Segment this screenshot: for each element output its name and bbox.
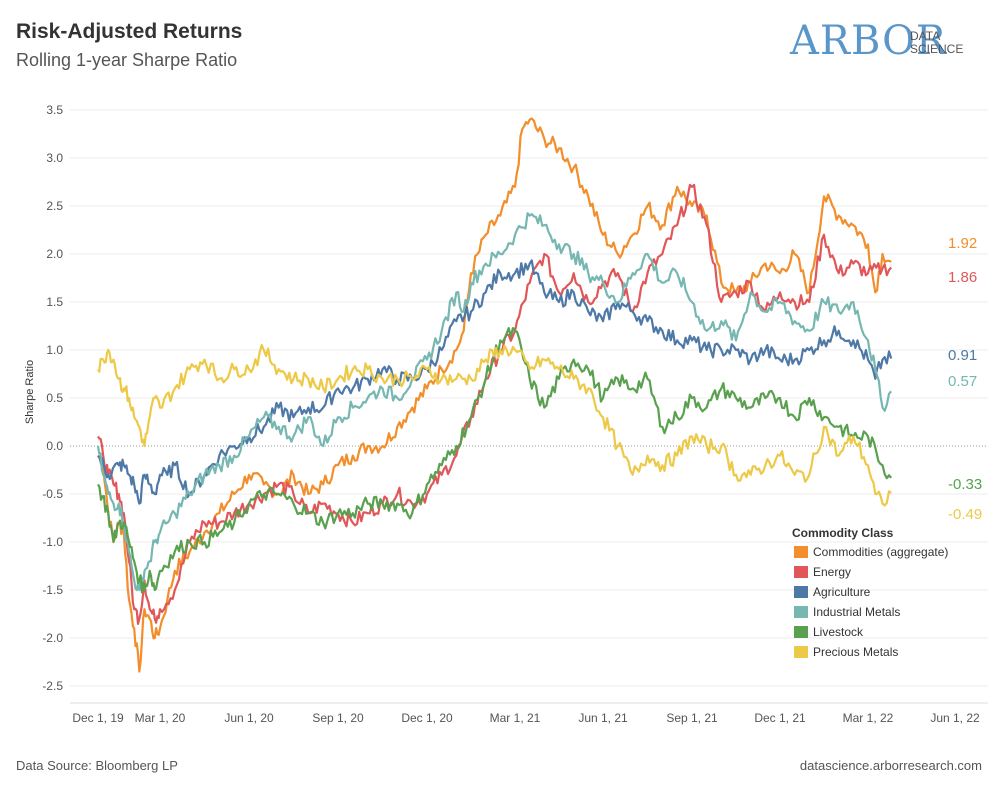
x-tick-label: Jun 1, 21 xyxy=(578,711,628,725)
logo-line2: SCIENCE xyxy=(910,42,964,56)
series-line-livestock xyxy=(97,327,893,594)
y-tick-label: -0.5 xyxy=(42,487,63,501)
legend-swatch xyxy=(794,546,808,558)
y-tick-label: -2.0 xyxy=(42,631,63,645)
x-tick-label: Mar 1, 21 xyxy=(490,711,541,725)
legend-swatch xyxy=(794,606,808,618)
y-tick-label: 3.5 xyxy=(46,103,63,117)
y-tick-label: -1.5 xyxy=(42,583,63,597)
series-line-energy xyxy=(97,183,893,626)
logo-word: ARBOR xyxy=(790,18,948,64)
x-tick-label: Dec 1, 19 xyxy=(72,711,124,725)
y-tick-label: 0.5 xyxy=(46,391,63,405)
end-label: 0.57 xyxy=(948,373,977,390)
y-tick-label: 2.5 xyxy=(46,199,63,213)
legend-label: Agriculture xyxy=(813,585,871,599)
legend-label: Industrial Metals xyxy=(813,605,900,619)
legend-label: Precious Metals xyxy=(813,645,898,659)
y-tick-label: 1.0 xyxy=(46,343,63,357)
y-tick-label: 1.5 xyxy=(46,295,63,309)
legend-swatch xyxy=(794,566,808,578)
x-tick-label: Jun 1, 20 xyxy=(224,711,274,725)
x-tick-label: Dec 1, 21 xyxy=(754,711,806,725)
y-tick-label: 0.0 xyxy=(46,439,63,453)
series-lines xyxy=(96,117,893,673)
legend-label: Energy xyxy=(813,565,851,579)
legend-label: Commodities (aggregate) xyxy=(813,545,948,559)
end-labels: 1.92 1.86 0.91 0.57 -0.33 -0.49 xyxy=(948,235,982,523)
series-line-precious-metals xyxy=(97,344,892,507)
y-tick-label: -1.0 xyxy=(42,535,63,549)
legend: Commodity Class Commodities (aggregate) En… xyxy=(792,526,948,659)
legend-swatch xyxy=(794,626,808,638)
series-line-commodities-aggregate- xyxy=(97,117,892,673)
end-label: 1.92 xyxy=(948,235,977,252)
legend-swatch xyxy=(794,586,808,598)
legend-swatch xyxy=(794,646,808,658)
x-tick-label: Jun 1, 22 xyxy=(930,711,980,725)
y-tick-label: 3.0 xyxy=(46,151,63,165)
end-label: 0.91 xyxy=(948,347,977,364)
series-line-agriculture xyxy=(97,259,893,505)
y-axis-ticks: 3.5 3.0 2.5 2.0 1.5 1.0 0.5 0.0 -0.5 -1.0 -1.5 -2.0… xyxy=(42,103,63,693)
source-url[interactable]: datascience.arborresearch.com xyxy=(799,758,982,773)
x-tick-label: Sep 1, 20 xyxy=(312,711,364,725)
legend-title: Commodity Class xyxy=(792,526,894,540)
logo-subtitle: DATA SCIENCE xyxy=(910,30,963,56)
end-label: -0.49 xyxy=(948,506,982,523)
end-label: -0.33 xyxy=(948,476,982,493)
x-tick-label: Mar 1, 20 xyxy=(135,711,186,725)
series-line-industrial-metals xyxy=(96,212,893,592)
y-tick-label: -2.5 xyxy=(42,679,63,693)
x-tick-label: Sep 1, 21 xyxy=(666,711,718,725)
y-axis-label: Sharpe Ratio xyxy=(24,360,36,424)
chart-subtitle: Rolling 1-year Sharpe Ratio xyxy=(16,50,238,70)
x-axis-ticks: Dec 1, 19 Mar 1, 20 Jun 1, 20 Sep 1, 20 Dec … xyxy=(72,711,980,725)
chart-title: Risk-Adjusted Returns xyxy=(16,20,243,43)
x-tick-label: Dec 1, 20 xyxy=(401,711,453,725)
legend-label: Livestock xyxy=(813,625,864,639)
x-tick-label: Mar 1, 22 xyxy=(843,711,894,725)
logo-line1: DATA xyxy=(910,29,941,43)
data-source: Data Source: Bloomberg LP xyxy=(16,758,178,773)
end-label: 1.86 xyxy=(948,269,977,286)
y-tick-label: 2.0 xyxy=(46,247,63,261)
